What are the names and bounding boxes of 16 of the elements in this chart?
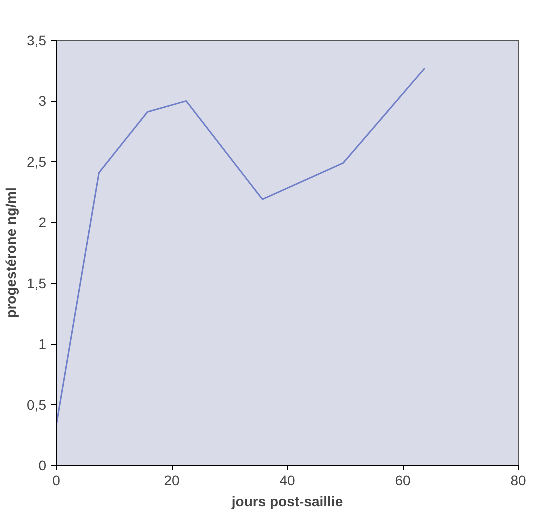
line-series — [56, 68, 426, 426]
y-axis-title: progestérone ng/ml — [3, 188, 20, 318]
y-tick-label: 3 — [38, 93, 47, 110]
x-tick-label: 20 — [164, 472, 180, 488]
x-tick-label: 60 — [395, 472, 411, 488]
y-tick-label: 2,5 — [27, 154, 47, 170]
y-tick-label: 1 — [38, 336, 47, 352]
y-tick-label: 0 — [38, 458, 47, 474]
y-tick-label: 1,5 — [27, 275, 47, 292]
y-tick-label: 0,5 — [27, 396, 47, 413]
x-tick-label: 40 — [280, 472, 296, 488]
x-axis-title: jours post-saillie — [230, 494, 344, 510]
x-tick-label: 0 — [52, 472, 61, 488]
y-tick-label: 3,5 — [27, 32, 47, 48]
x-tick-label: 80 — [510, 472, 526, 488]
y-tick-label: 2 — [38, 214, 47, 231]
